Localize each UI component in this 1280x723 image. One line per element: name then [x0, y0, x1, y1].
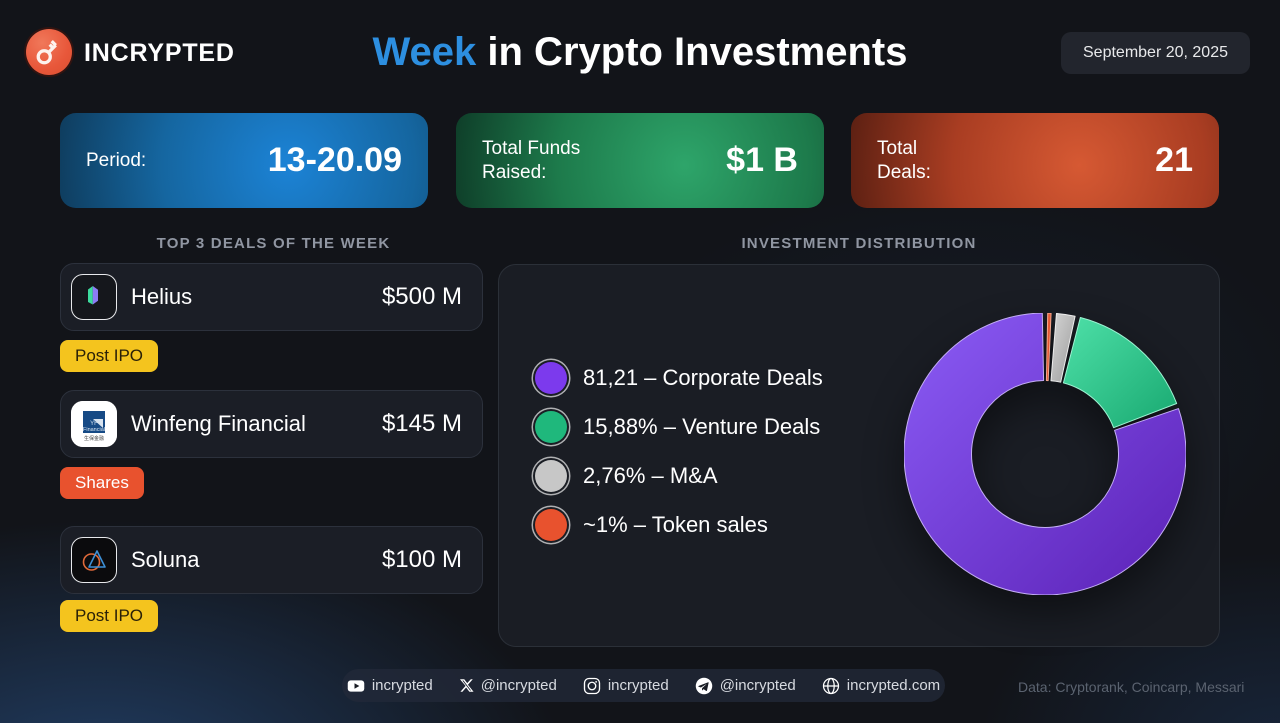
svg-text:生保金融: 生保金融: [84, 435, 104, 442]
svg-text:Financial: Financial: [83, 427, 105, 433]
